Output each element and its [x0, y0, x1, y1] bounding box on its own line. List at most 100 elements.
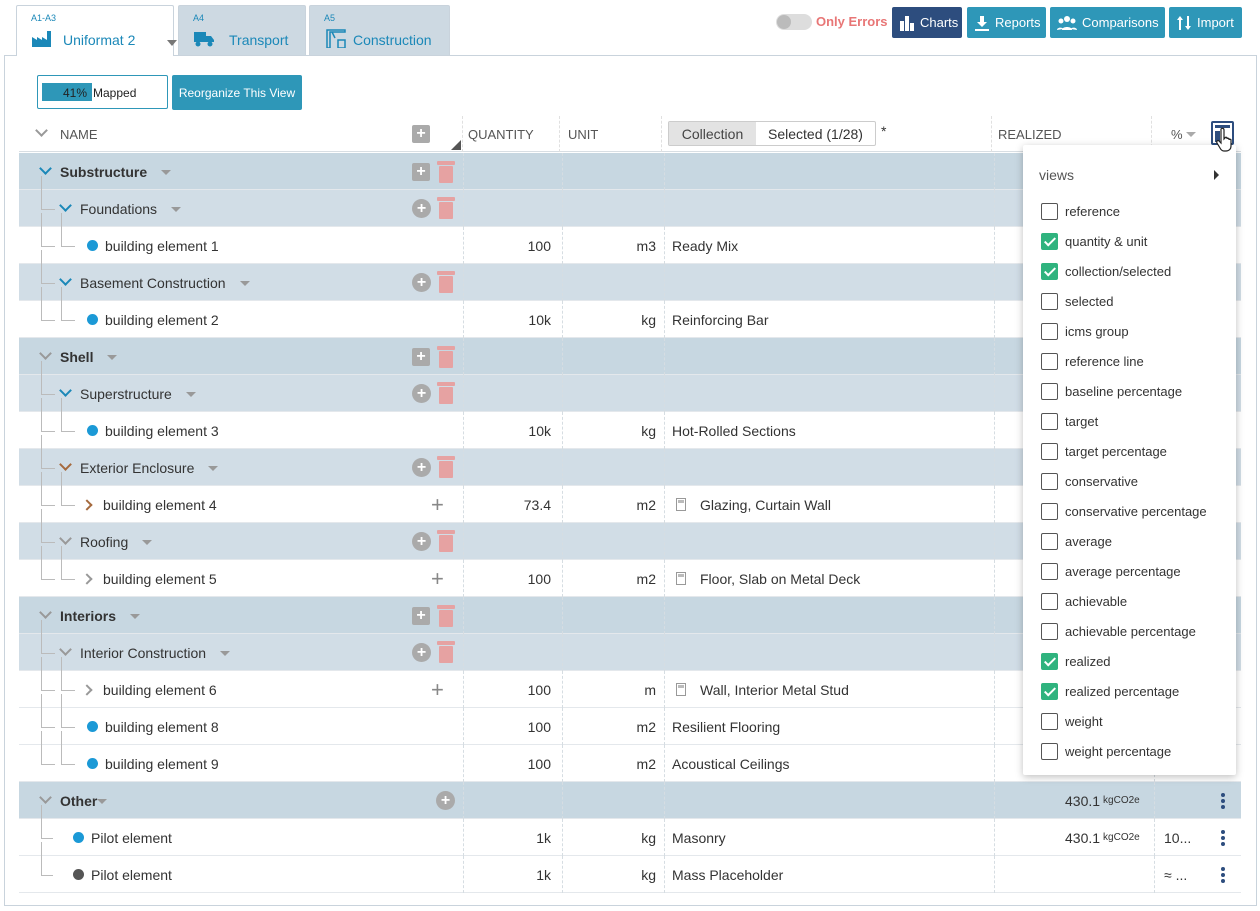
collection-segment[interactable]: Collection [669, 122, 756, 145]
quantity-cell[interactable]: 10k [528, 311, 551, 328]
chevron-down-icon[interactable] [107, 355, 118, 360]
chevron-down-icon[interactable] [142, 540, 153, 545]
collection-cell[interactable]: Mass Placeholder [672, 856, 783, 893]
chevron-down-icon[interactable] [59, 643, 72, 656]
unit-cell[interactable]: kg [641, 866, 656, 883]
trash-icon[interactable] [437, 271, 455, 293]
chevron-down-icon[interactable] [59, 199, 72, 212]
trash-icon[interactable] [437, 197, 455, 219]
collection-cell[interactable]: Resilient Flooring [672, 708, 780, 745]
checkbox[interactable] [1041, 322, 1058, 340]
more-options-icon[interactable] [1221, 867, 1225, 883]
add-icon[interactable]: + [412, 643, 431, 662]
views-option[interactable]: target percentage [1041, 441, 1167, 461]
quantity-cell[interactable]: 100 [527, 237, 551, 254]
collection-cell[interactable]: Hot-Rolled Sections [672, 412, 796, 449]
trash-icon[interactable] [437, 641, 455, 663]
checkbox[interactable] [1041, 262, 1058, 280]
collection-selected-toggle[interactable]: Collection Selected (1/28) [668, 121, 876, 146]
checkbox[interactable] [1041, 502, 1058, 520]
trash-icon[interactable] [437, 382, 455, 404]
tab-transport[interactable]: A4 Transport [178, 5, 306, 55]
chevron-down-icon[interactable] [220, 651, 231, 656]
import-button[interactable]: Import [1169, 7, 1242, 38]
table-row-element[interactable]: Pilot element 1k kg Masonry 430.1 kgCO2e 10... [19, 805, 1241, 856]
checkbox[interactable] [1041, 412, 1058, 430]
chevron-down-icon[interactable] [97, 799, 108, 804]
views-option[interactable]: achievable percentage [1041, 621, 1196, 641]
tab-construction[interactable]: A5 Construction [309, 5, 450, 55]
trash-icon[interactable] [437, 605, 455, 627]
chevron-down-icon[interactable] [59, 532, 72, 545]
add-icon[interactable]: + [431, 565, 444, 591]
chevron-down-icon[interactable] [185, 392, 196, 397]
add-icon[interactable]: + [412, 163, 430, 181]
add-icon[interactable]: + [431, 676, 444, 702]
collection-cell[interactable]: Acoustical Ceilings [672, 745, 790, 782]
unit-cell[interactable]: m [644, 681, 656, 698]
unit-cell[interactable]: m3 [636, 237, 656, 254]
checkbox[interactable] [1041, 532, 1058, 550]
views-option[interactable]: collection/selected [1041, 261, 1171, 281]
chevron-down-icon[interactable] [39, 606, 52, 619]
views-option[interactable]: average percentage [1041, 561, 1181, 581]
chevron-down-icon[interactable] [39, 162, 52, 175]
checkbox[interactable] [1041, 592, 1058, 610]
quantity-cell[interactable]: 1k [536, 866, 551, 883]
collection-cell[interactable]: Wall, Interior Metal Stud [672, 671, 849, 708]
add-icon[interactable]: + [412, 348, 430, 366]
checkbox[interactable] [1041, 682, 1058, 700]
only-errors-toggle[interactable] [776, 14, 812, 30]
table-row-element[interactable]: Pilot element 1k kg Mass Placeholder ≈ ... [19, 842, 1241, 893]
checkbox[interactable] [1041, 472, 1058, 490]
chevron-down-icon[interactable] [59, 273, 72, 286]
charts-button[interactable]: Charts [892, 7, 962, 38]
checkbox[interactable] [1041, 652, 1058, 670]
unit-cell[interactable]: m2 [636, 718, 656, 735]
add-icon[interactable]: + [412, 532, 431, 551]
tab-uniformat[interactable]: A1-A3 Uniformat 2 [16, 5, 177, 56]
views-option[interactable]: baseline percentage [1041, 381, 1182, 401]
quantity-cell[interactable]: 73.4 [523, 496, 551, 513]
checkbox[interactable] [1041, 292, 1058, 310]
trash-icon[interactable] [437, 346, 455, 368]
collection-cell[interactable]: Floor, Slab on Metal Deck [672, 560, 860, 597]
chevron-right-icon[interactable] [81, 498, 93, 511]
selected-segment[interactable]: Selected (1/28) [768, 125, 863, 142]
chevron-down-icon[interactable] [39, 791, 52, 804]
add-icon[interactable]: + [412, 199, 431, 218]
add-icon[interactable]: + [436, 791, 455, 810]
views-option[interactable]: quantity & unit [1041, 231, 1147, 251]
chevron-right-icon[interactable] [81, 683, 93, 696]
quantity-cell[interactable]: 1k [536, 829, 551, 846]
views-option[interactable]: conservative [1041, 471, 1138, 491]
quantity-cell[interactable]: 100 [527, 718, 551, 735]
views-option[interactable]: achievable [1041, 591, 1127, 611]
add-icon[interactable]: + [412, 607, 430, 625]
reports-button[interactable]: Reports [967, 7, 1046, 38]
quantity-cell[interactable]: 10k [528, 422, 551, 439]
views-option[interactable]: realized [1041, 651, 1111, 671]
unit-cell[interactable]: m2 [636, 570, 656, 587]
collection-cell[interactable]: Glazing, Curtain Wall [672, 486, 831, 523]
chevron-down-icon[interactable] [208, 466, 219, 471]
trash-icon[interactable] [437, 456, 455, 478]
views-option[interactable]: target [1041, 411, 1098, 431]
chevron-down-icon[interactable] [161, 170, 172, 175]
table-row-element[interactable]: building element 6 +100 m Wall, Interior Me… [19, 657, 1241, 708]
reorganize-view-button[interactable]: Reorganize This View [172, 75, 302, 110]
resize-corner-icon[interactable] [451, 140, 461, 150]
chevron-right-icon[interactable] [81, 572, 93, 585]
chevron-down-icon[interactable] [171, 207, 182, 212]
table-row-group[interactable]: Other +430.1 kgCO2e [19, 782, 1241, 819]
trash-icon[interactable] [437, 161, 455, 183]
more-options-icon[interactable] [1221, 793, 1225, 809]
collection-cell[interactable]: Reinforcing Bar [672, 301, 769, 338]
views-option[interactable]: reference [1041, 201, 1120, 221]
chevron-down-icon[interactable] [239, 281, 250, 286]
add-group-icon[interactable]: + [412, 125, 430, 143]
checkbox[interactable] [1041, 232, 1058, 250]
collection-cell[interactable]: Masonry [672, 819, 726, 856]
views-option[interactable]: average [1041, 531, 1112, 551]
checkbox[interactable] [1041, 712, 1058, 730]
